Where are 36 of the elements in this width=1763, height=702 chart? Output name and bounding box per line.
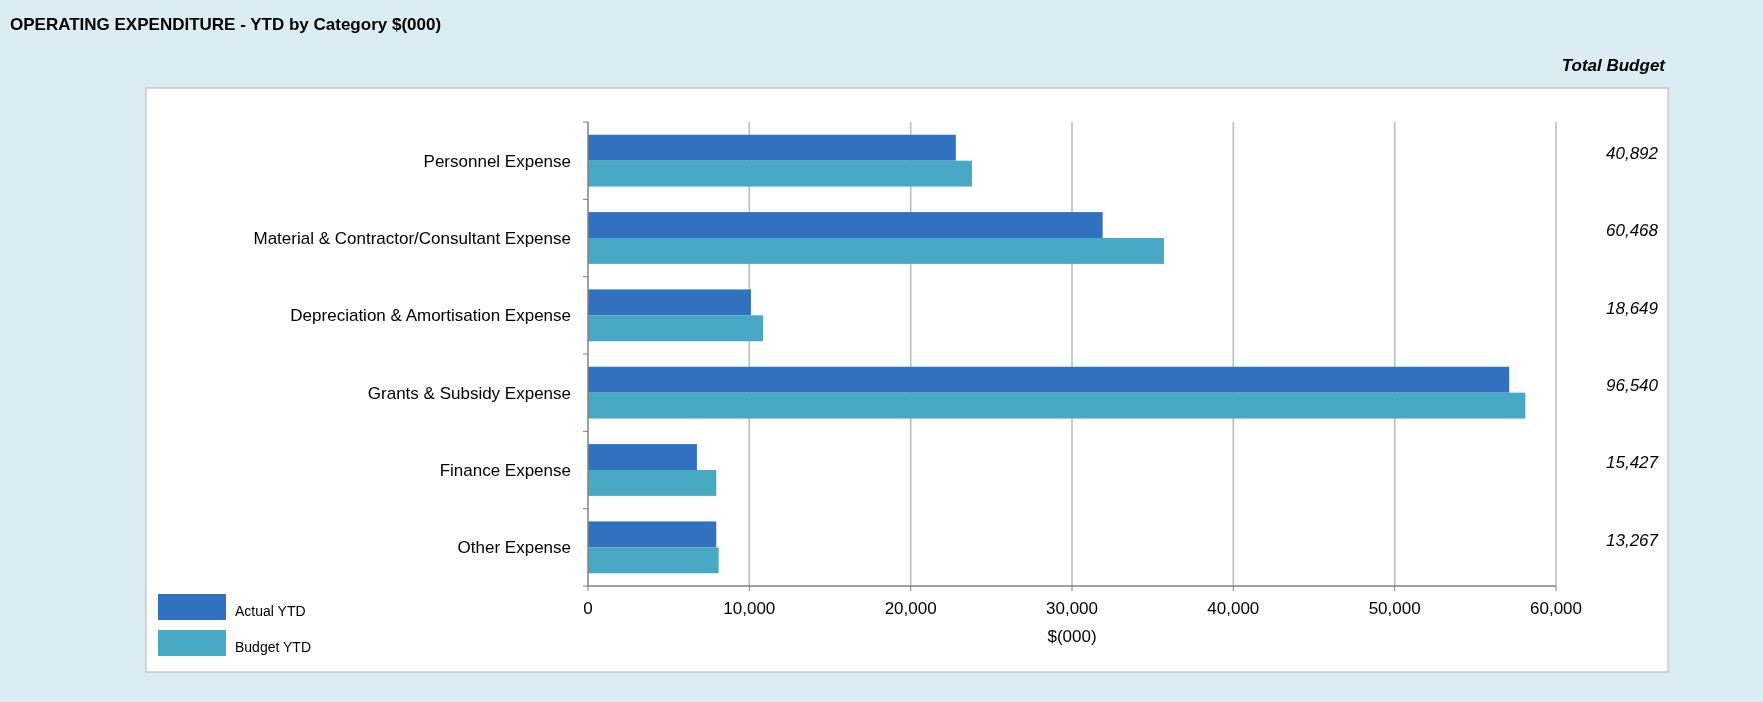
y-tick-label: Other Expense — [457, 538, 571, 558]
y-tick-label: Personnel Expense — [423, 151, 571, 171]
y-tick-label: Material & Contractor/Consultant Expense — [253, 229, 571, 248]
bar — [588, 444, 697, 470]
bar — [588, 134, 956, 161]
text: 60,468 — [1606, 221, 1659, 241]
x-tick-label: 50,000 — [1368, 599, 1421, 618]
text: 96,540 — [1606, 375, 1659, 395]
x-tick-label: 20,000 — [884, 599, 937, 618]
text: Total Budget — [1561, 56, 1667, 75]
bar — [588, 366, 1510, 393]
x-tick-label: 30,000 — [1046, 599, 1098, 618]
y-tick-label: Grants & Subsidy Expense — [367, 383, 571, 403]
x-tick-label: 60,000 — [1530, 599, 1582, 618]
x-axis-title: $(000) — [1047, 627, 1097, 646]
x-tick-label: 0 — [583, 599, 593, 618]
bar — [588, 160, 972, 187]
text: OPERATING EXPENDITURE - YTD by Category $(000) — [10, 15, 442, 34]
y-tick-label: Finance Expense — [439, 461, 571, 480]
bar — [588, 212, 1103, 238]
text: 18,649 — [1606, 298, 1659, 318]
bar — [588, 238, 1164, 264]
x-tick-label: 40,000 — [1207, 599, 1260, 618]
legend-label: Budget YTD — [235, 639, 312, 655]
text: 40,892 — [1606, 143, 1659, 163]
x-tick-label: 10,000 — [723, 599, 776, 618]
bar — [588, 315, 764, 342]
bar — [588, 470, 717, 496]
bar — [588, 392, 1526, 419]
y-tick-label: Depreciation & Amortisation Expense — [290, 306, 571, 326]
bar — [588, 547, 719, 574]
bar — [588, 289, 751, 316]
text: 13,267 — [1606, 530, 1659, 550]
text: 15,427 — [1606, 453, 1659, 473]
legend-label: Actual YTD — [235, 603, 306, 619]
bar — [588, 521, 717, 548]
